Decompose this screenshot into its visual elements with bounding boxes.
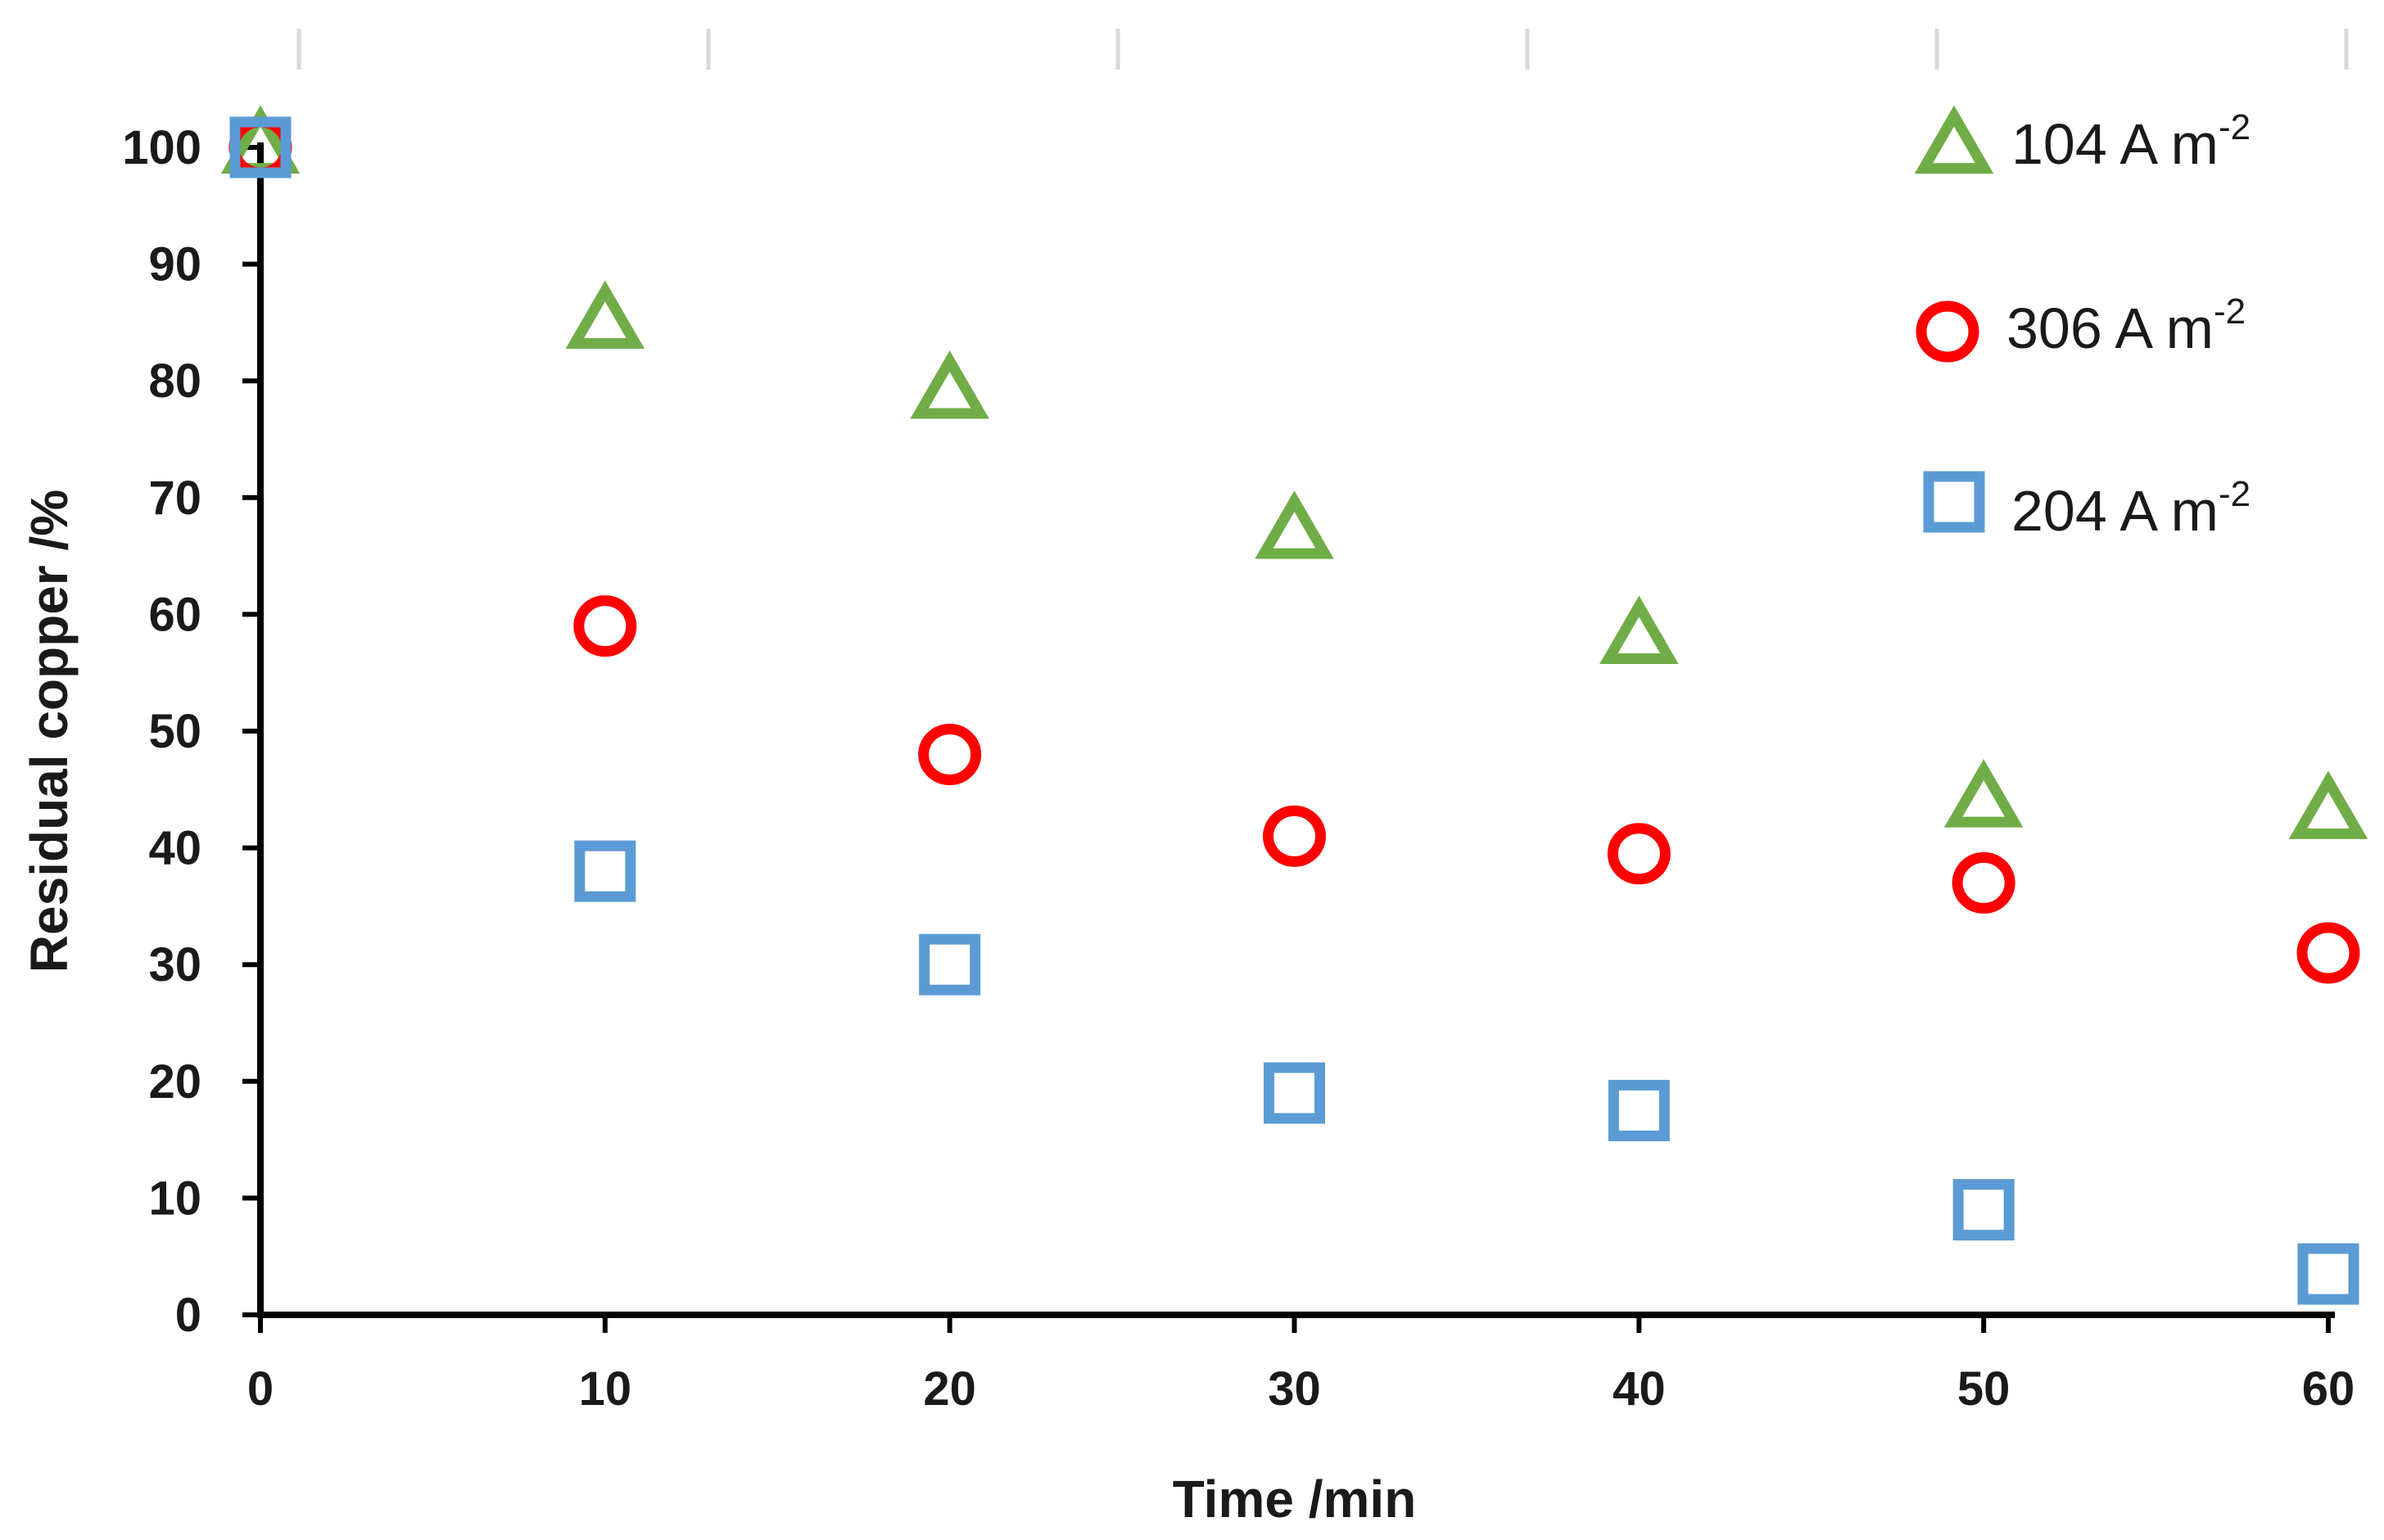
legend-label: 306 A m-2 <box>2006 291 2246 360</box>
legend-label-superscript: -2 <box>2219 107 2251 147</box>
data-points <box>220 105 2368 1305</box>
square-data-point <box>1608 1079 1670 1141</box>
legend-label-superscript: -2 <box>2219 474 2251 514</box>
y-tick-label: 50 <box>148 705 201 758</box>
x-tick-label: 60 <box>2302 1362 2355 1416</box>
square-legend-icon <box>1923 471 1985 533</box>
legend-label-main: 306 A m <box>2006 296 2214 360</box>
x-tick-label: 20 <box>923 1362 976 1416</box>
y-tick-label: 70 <box>148 472 201 525</box>
square-data-point <box>1264 1062 1325 1124</box>
triangle-data-point <box>565 280 645 349</box>
legend-item: 306 A m-2 <box>1916 291 2246 363</box>
y-tick-label: 30 <box>148 938 201 991</box>
y-tick-label: 10 <box>148 1172 201 1225</box>
circle-data-point <box>2296 922 2360 984</box>
square-data-point <box>2297 1243 2359 1305</box>
y-tick-label: 100 <box>122 121 201 174</box>
legend-item: 204 A m-2 <box>1923 471 2251 543</box>
y-tick-label: 0 <box>175 1289 201 1342</box>
legend-label: 104 A m-2 <box>2011 107 2251 176</box>
series-triangle <box>220 105 2368 839</box>
circle-data-point <box>918 724 982 786</box>
legend-label-superscript: -2 <box>2214 291 2246 332</box>
circle-data-point <box>573 595 637 657</box>
triangle-data-point <box>910 350 989 419</box>
triangle-data-point <box>1599 595 1679 665</box>
x-tick-label: 50 <box>1957 1362 2011 1416</box>
triangle-data-point <box>1255 490 1334 559</box>
y-axis-title: Residual copper /% <box>20 490 79 973</box>
top-tick-marks <box>296 29 2349 70</box>
triangle-data-point <box>2288 770 2368 839</box>
x-tick-label: 0 <box>247 1362 274 1416</box>
square-data-point <box>919 933 981 996</box>
x-tick-label: 40 <box>1613 1362 1666 1416</box>
y-tick-label: 40 <box>148 822 201 875</box>
y-tick-label: 20 <box>148 1055 201 1109</box>
y-tick-label: 80 <box>148 355 201 408</box>
square-data-point <box>574 840 636 902</box>
x-tick-label: 10 <box>579 1362 632 1416</box>
legend-item: 104 A m-2 <box>1914 105 2251 176</box>
x-tick-label: 30 <box>1268 1362 1321 1416</box>
x-axis-title: Time /min <box>1173 1470 1417 1529</box>
triangle-legend-icon <box>1914 105 1994 174</box>
triangle-data-point <box>1943 759 2024 828</box>
circle-data-point <box>1263 805 1326 867</box>
x-axis-ticks: 0 10 20 30 40 50 60 <box>247 1315 2355 1416</box>
legend-label-main: 104 A m <box>2011 112 2219 176</box>
legend-label: 204 A m-2 <box>2011 474 2251 543</box>
circle-data-point <box>1607 823 1671 885</box>
y-tick-label: 60 <box>148 588 201 641</box>
square-data-point <box>1952 1179 2015 1241</box>
series-square <box>229 116 2359 1305</box>
circle-legend-icon <box>1916 300 1979 363</box>
circle-data-point <box>1952 851 2015 914</box>
y-tick-label: 90 <box>148 238 201 291</box>
square-data-point <box>229 116 292 178</box>
legend-label-main: 204 A m <box>2011 479 2219 543</box>
